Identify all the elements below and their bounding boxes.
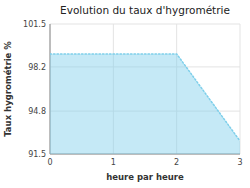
title: Evolution du taux d'hygrométrie	[60, 4, 230, 16]
y-tick-label: 101.5	[23, 20, 46, 29]
chart-svg: 91.5 94.8 98.2 101.5 0 1 2 3 Evolution du taux d…	[0, 0, 250, 188]
data	[50, 54, 240, 154]
area	[50, 54, 240, 154]
y-grid-line	[50, 24, 240, 25]
axes: 91.5 94.8 98.2 101.5 0 1 2 3	[23, 20, 242, 167]
x-tick-label: 0	[47, 158, 52, 167]
x-axis-label: heure par heure	[106, 172, 184, 182]
x-tick-label: 2	[174, 158, 179, 167]
line	[50, 54, 240, 141]
x-grid-line	[240, 24, 241, 154]
grid	[50, 24, 240, 154]
page: {"chart_data": {"type": "area", "title":…	[0, 0, 250, 188]
x-tick-label: 3	[237, 158, 242, 167]
y-tick-label: 94.8	[28, 107, 46, 116]
y-tick-label: 98.2	[28, 63, 46, 72]
y-tick-label: 91.5	[28, 150, 46, 159]
chart-container: 91.5 94.8 98.2 101.5 0 1 2 3 Evolution du taux d…	[0, 0, 250, 188]
x-tick-label: 1	[111, 158, 116, 167]
y-axis-label: Taux hygrométrie %	[3, 41, 13, 137]
background	[0, 0, 250, 188]
